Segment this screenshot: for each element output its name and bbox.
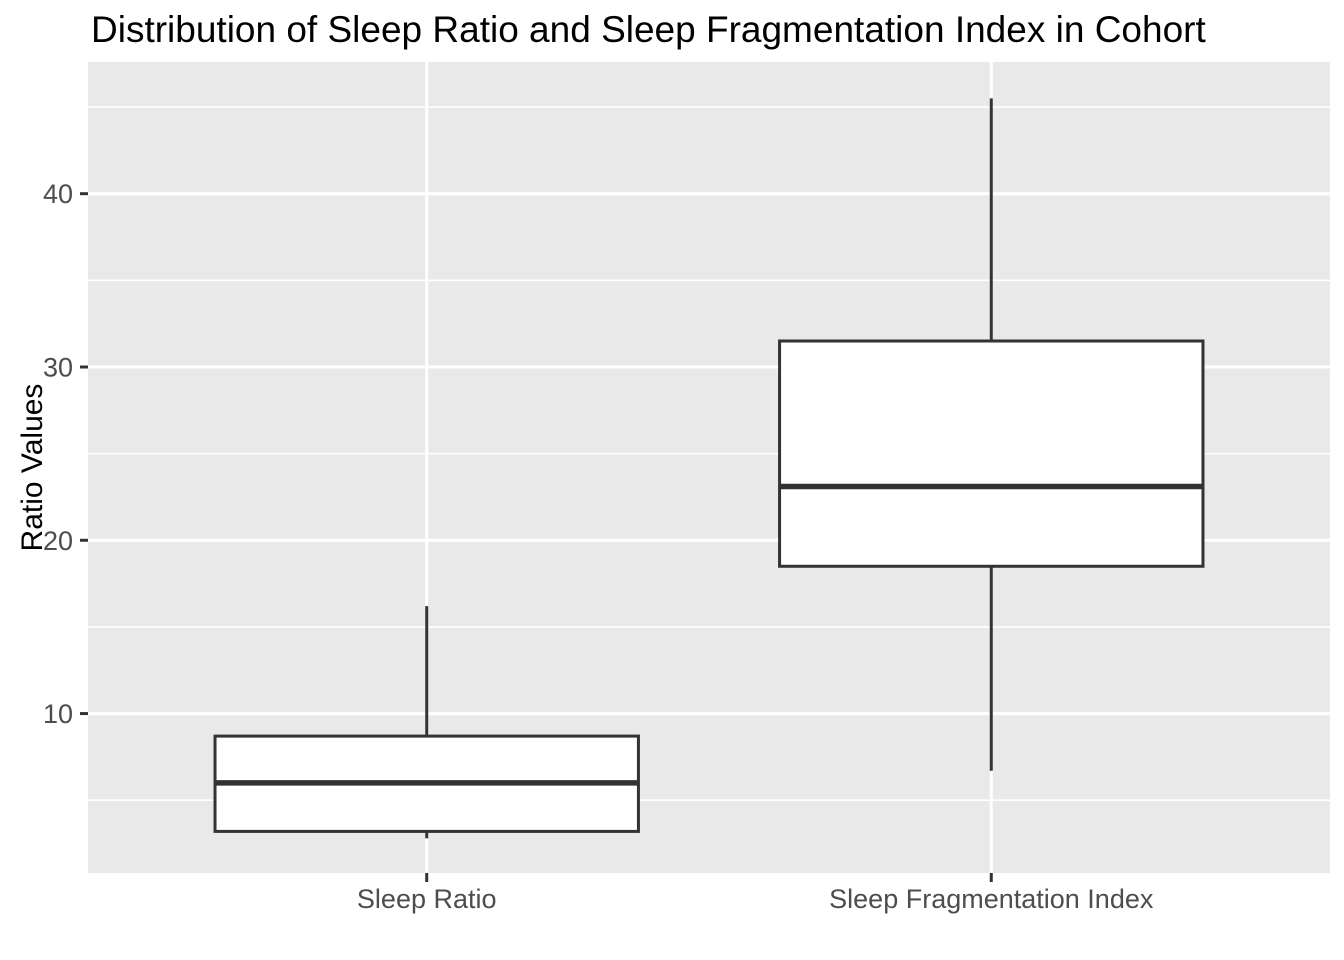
x-category-label-sleep-fragmentation-index: Sleep Fragmentation Index (829, 884, 1154, 914)
x-category-label-sleep-ratio: Sleep Ratio (357, 884, 497, 914)
y-tick-label-20: 20 (43, 526, 73, 556)
y-tick-label-30: 30 (43, 352, 73, 382)
chart-title: Distribution of Sleep Ratio and Sleep Fr… (91, 9, 1206, 50)
y-tick-label-40: 40 (43, 179, 73, 209)
y-axis-title: Ratio Values (16, 384, 49, 552)
y-tick-label-10: 10 (43, 699, 73, 729)
box-iqr-sleep-fragmentation-index (778, 339, 1205, 568)
